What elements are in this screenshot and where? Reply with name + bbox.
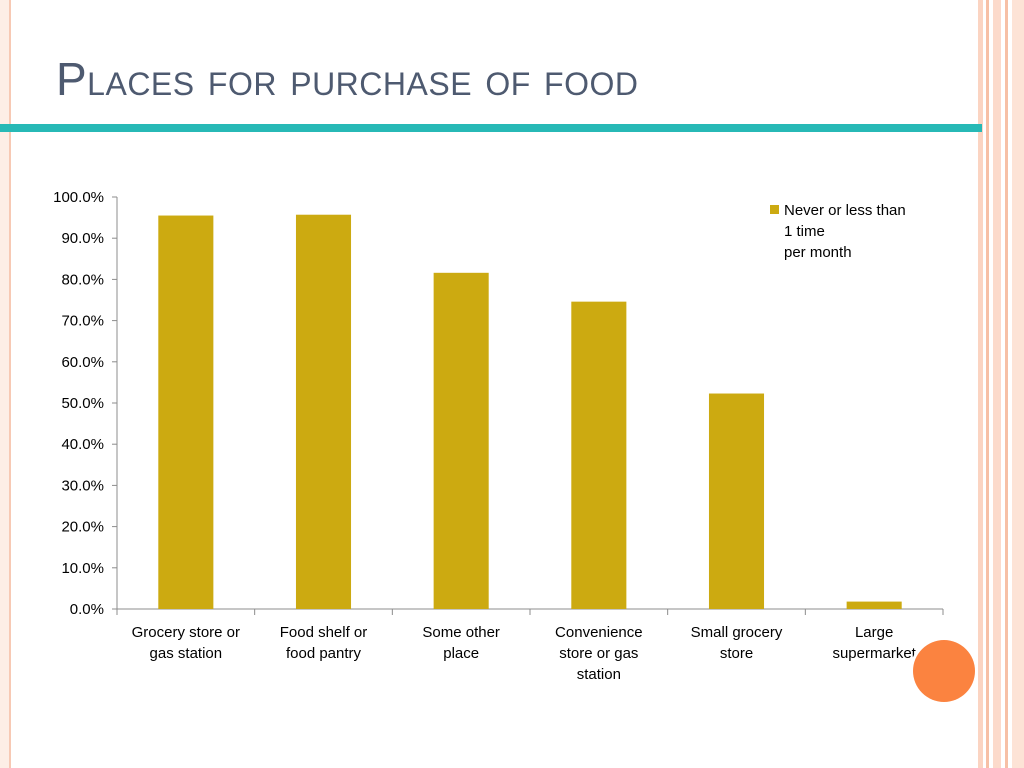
y-tick-label: 70.0% (61, 313, 104, 330)
y-axis-labels: 0.0% 10.0% 20.0% 30.0% 40.0% 50.0% 60.0% 70.0% 8… (53, 189, 104, 618)
y-tick-label: 40.0% (61, 436, 104, 453)
x-tick-label: Some other place (422, 624, 500, 662)
x-tick-label: Large supermarket (832, 624, 916, 662)
legend-label: Never or less than 1 time per month (784, 202, 906, 261)
x-tick-label: Convenience store or gas station (555, 624, 643, 683)
left-border-decoration (0, 0, 11, 768)
y-tick-label: 80.0% (61, 271, 104, 288)
bar (846, 601, 902, 609)
chart-legend: Never or less than 1 time per month (770, 202, 906, 261)
title-underline-bar (0, 124, 982, 132)
y-tick-label: 30.0% (61, 477, 104, 494)
bar (433, 272, 489, 609)
y-tick-label: 60.0% (61, 354, 104, 371)
x-tick-label: Food shelf or food pantry (280, 624, 368, 662)
bar (158, 215, 214, 610)
x-tick-label: Grocery store or gas station (132, 624, 240, 662)
right-stripes-decoration (978, 0, 1024, 768)
chart-axes (112, 196, 944, 615)
bar (708, 393, 765, 609)
x-tick-label: Small grocery store (691, 624, 783, 662)
orange-circle-decoration (913, 640, 975, 702)
bar (571, 301, 627, 609)
chart-bars (158, 214, 902, 610)
slide-title: Places for purchase of food (56, 53, 639, 105)
y-tick-label: 90.0% (61, 230, 104, 247)
x-axis-labels: Grocery store or gas station Food shelf or… (132, 624, 917, 683)
legend-swatch (770, 205, 779, 214)
y-tick-label: 10.0% (61, 560, 104, 577)
y-tick-label: 100.0% (53, 189, 104, 206)
y-tick-label: 0.0% (70, 601, 104, 618)
bar (295, 214, 352, 609)
y-tick-label: 20.0% (61, 519, 104, 536)
y-tick-label: 50.0% (61, 395, 104, 412)
